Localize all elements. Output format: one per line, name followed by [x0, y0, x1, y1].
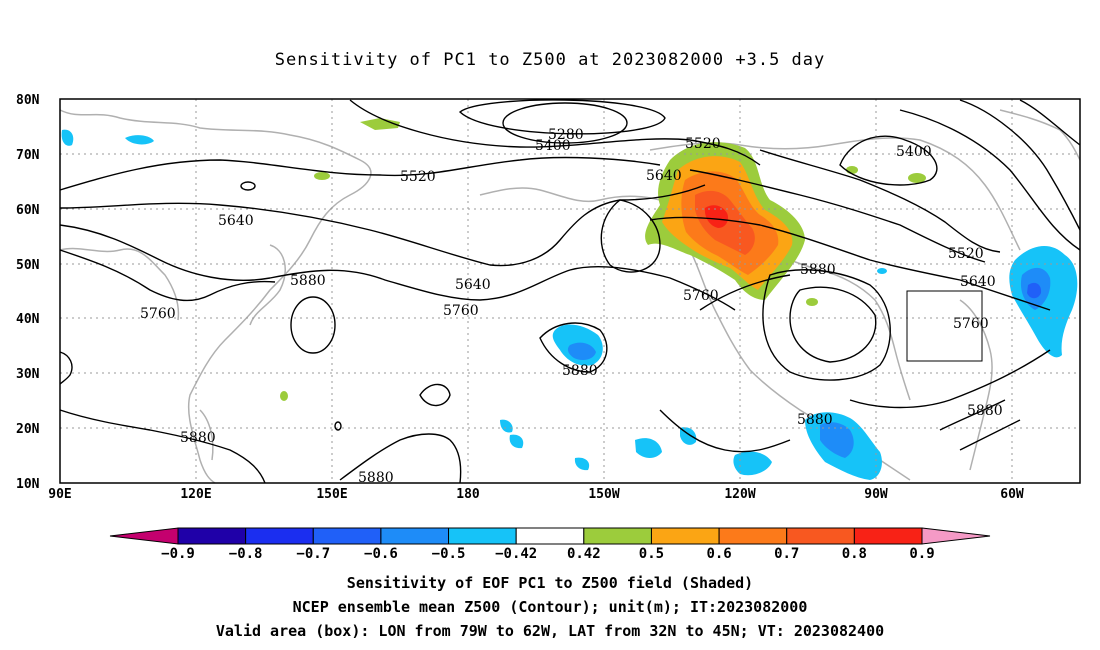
colorbar-cell [718, 527, 788, 545]
contour-label: 5880 [358, 470, 394, 486]
contour-label: 5640 [646, 168, 682, 184]
contour-label: 5640 [455, 277, 491, 293]
lat-axis-labels: 80N 70N 60N 50N 40N 30N 20N 10N [16, 93, 40, 492]
lon-label: 120E [180, 487, 211, 502]
lon-label: 180 [456, 487, 480, 502]
contour-labels: 5280 5400 5520 5400 5640 5520 5640 5760 … [140, 127, 1003, 486]
contour-label: 5880 [562, 363, 598, 379]
contour-label: 5880 [290, 273, 326, 289]
colorbar-tick-label: 0.9 [909, 546, 934, 562]
lat-label: 30N [16, 367, 40, 382]
lat-label: 60N [16, 203, 40, 218]
lon-label: 90E [48, 487, 71, 502]
colorbar-tick-label: 0.7 [774, 546, 799, 562]
colorbar-tick-label: −0.9 [161, 546, 195, 562]
colorbar: −0.9 −0.8 −0.7 −0.6 −0.5 −0.42 0.42 0.5 0.6 0.7 0.… [109, 527, 991, 562]
lon-label: 90W [864, 487, 888, 502]
lat-lon-grid [60, 99, 1080, 483]
colorbar-cell [650, 527, 720, 545]
lat-label: 10N [16, 477, 40, 492]
contour-label: 5880 [797, 412, 833, 428]
chart-title: Sensitivity of PC1 to Z500 at 2023082000… [274, 50, 826, 70]
lat-label: 70N [16, 148, 40, 163]
caption-line-2: NCEP ensemble mean Z500 (Contour); unit(… [292, 598, 808, 616]
lon-label: 150E [316, 487, 347, 502]
contour-label: 5520 [948, 246, 984, 262]
colorbar-tick-label: −0.5 [432, 546, 466, 562]
contour-label: 5880 [967, 403, 1003, 419]
contour-label: 5880 [180, 430, 216, 446]
contour-label: 5520 [685, 136, 721, 152]
negative-sensitivity-region [61, 129, 1078, 480]
contour-label: 5760 [140, 306, 176, 322]
colorbar-high-arrow [921, 527, 991, 545]
colorbar-tick-label: 0.5 [639, 546, 664, 562]
colorbar-tick-label: −0.42 [495, 546, 537, 562]
lat-label: 40N [16, 312, 40, 327]
colorbar-tick-label: 0.42 [567, 546, 601, 562]
colorbar-cell [853, 527, 923, 545]
colorbar-low-arrow [109, 527, 179, 545]
colorbar-tick-label: −0.7 [296, 546, 330, 562]
colorbar-tick-label: 0.8 [842, 546, 867, 562]
contour-label: 5520 [400, 169, 436, 185]
map-plot-area: 5280 5400 5520 5400 5640 5520 5640 5760 … [59, 98, 1081, 486]
colorbar-cell [515, 527, 585, 545]
contour-label: 5760 [683, 288, 719, 304]
contour-label: 5760 [953, 316, 989, 332]
colorbar-tick-label: −0.6 [364, 546, 398, 562]
positive-sensitivity-region [280, 118, 926, 401]
contour-label: 5640 [218, 213, 254, 229]
contour-label: 5280 [548, 127, 584, 143]
lat-label: 80N [16, 93, 40, 108]
lon-label: 60W [1000, 487, 1024, 502]
contour-label: 5400 [896, 144, 932, 160]
colorbar-cell [786, 527, 855, 545]
lon-axis-labels: 90E 120E 150E 180 150W 120W 90W 60W [48, 487, 1024, 502]
valid-area-box [906, 290, 983, 362]
lon-label: 150W [588, 487, 619, 502]
caption-line-3: Valid area (box): LON from 79W to 62W, L… [215, 622, 885, 640]
colorbar-cell [448, 527, 517, 545]
colorbar-tick-label: −0.8 [229, 546, 263, 562]
colorbar-cell [380, 527, 450, 545]
colorbar-cell [583, 527, 652, 545]
map-frame [59, 98, 1081, 484]
caption-line-1: Sensitivity of EOF PC1 to Z500 field (Sh… [346, 574, 754, 592]
colorbar-cell [177, 527, 247, 545]
contour-label: 5400 [535, 138, 571, 154]
colorbar-cell [245, 527, 314, 545]
contour-label: 5640 [960, 274, 996, 290]
colorbar-tick-label: 0.6 [706, 546, 731, 562]
lon-label: 120W [724, 487, 755, 502]
colorbar-cell [312, 527, 382, 545]
lat-label: 50N [16, 258, 40, 273]
z500-contours [59, 99, 1081, 484]
contour-label: 5760 [443, 303, 479, 319]
contour-label: 5880 [800, 262, 836, 278]
lat-label: 20N [16, 422, 40, 437]
